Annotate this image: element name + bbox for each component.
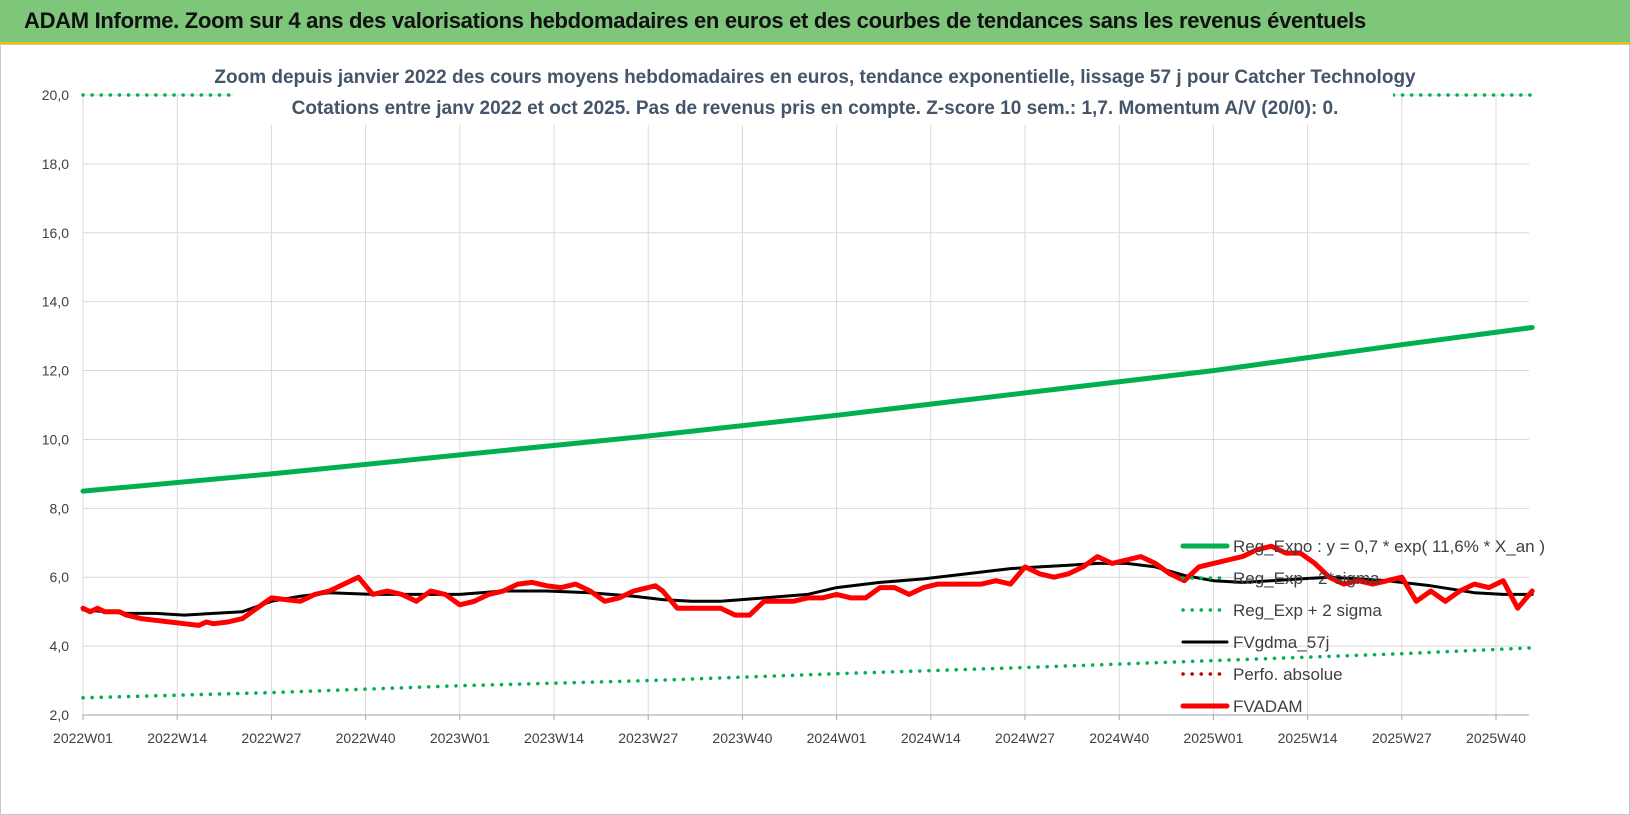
legend-label: Reg_Exp + 2 sigma xyxy=(1233,601,1382,620)
x-tick-label: 2023W40 xyxy=(712,730,772,746)
legend-label: Reg_Exp - 2*sigma xyxy=(1233,569,1380,588)
y-tick-label: 18,0 xyxy=(42,156,69,172)
x-tick-label: 2025W40 xyxy=(1466,730,1526,746)
x-tick-label: 2022W14 xyxy=(147,730,207,746)
x-tick-label: 2025W27 xyxy=(1372,730,1432,746)
legend-label: FVADAM xyxy=(1233,697,1303,716)
subtitle-background xyxy=(233,59,1393,125)
series-line-0 xyxy=(80,325,1535,494)
series-line-3 xyxy=(81,561,1534,617)
x-tick-label: 2024W01 xyxy=(807,730,867,746)
x-tick-label: 2024W27 xyxy=(995,730,1055,746)
series-layer xyxy=(80,93,1535,700)
x-tick-label: 2025W01 xyxy=(1183,730,1243,746)
y-tick-label: 20,0 xyxy=(42,87,69,103)
x-tick-label: 2023W01 xyxy=(430,730,490,746)
x-tick-label: 2024W14 xyxy=(901,730,961,746)
x-tick-label: 2024W40 xyxy=(1089,730,1149,746)
y-tick-label: 12,0 xyxy=(42,363,69,379)
chart-title-line-2: Cotations entre janv 2022 et oct 2025. P… xyxy=(292,98,1339,119)
y-tick-label: 14,0 xyxy=(42,294,69,310)
series-line-1 xyxy=(81,646,1534,700)
y-tick-label: 10,0 xyxy=(42,431,69,447)
chart-subtitle: Zoom depuis janvier 2022 des cours moyen… xyxy=(214,59,1416,125)
x-tick-label: 2022W01 xyxy=(53,730,113,746)
y-tick-label: 2,0 xyxy=(50,707,70,723)
y-tick-label: 16,0 xyxy=(42,225,69,241)
axis-layer: 2,0 4,0 6,0 8,0 10,0 12,0 14,0 16,0 18,0 20,0 2022… xyxy=(42,87,1529,746)
grid-layer xyxy=(82,94,1529,716)
x-tick-label: 2022W40 xyxy=(336,730,396,746)
y-tick-label: 6,0 xyxy=(50,569,70,585)
x-tick-label: 2022W27 xyxy=(241,730,301,746)
legend-label: Perfo. absolue xyxy=(1233,665,1343,684)
legend-label: Reg_Expo : y = 0,7 * exp( 11,6% * X_an ) xyxy=(1233,537,1545,556)
title-banner: ADAM Informe. Zoom sur 4 ans des valoris… xyxy=(0,0,1630,44)
legend-label: FVgdma_57j xyxy=(1233,633,1329,652)
x-tick-label: 2023W27 xyxy=(618,730,678,746)
y-tick-label: 4,0 xyxy=(50,638,70,654)
series-line-5 xyxy=(80,543,1535,628)
chart-title-line-1: Zoom depuis janvier 2022 des cours moyen… xyxy=(214,67,1416,88)
line-chart: Zoom depuis janvier 2022 des cours moyen… xyxy=(42,59,1545,746)
x-tick-label: 2025W14 xyxy=(1278,730,1338,746)
y-tick-label: 8,0 xyxy=(50,500,70,516)
chart-frame: Zoom depuis janvier 2022 des cours moyen… xyxy=(0,44,1630,815)
legend: Reg_Expo : y = 0,7 * exp( 11,6% * X_an )… xyxy=(1180,537,1545,716)
banner-title: ADAM Informe. Zoom sur 4 ans des valoris… xyxy=(24,8,1366,33)
x-tick-label: 2023W14 xyxy=(524,730,584,746)
